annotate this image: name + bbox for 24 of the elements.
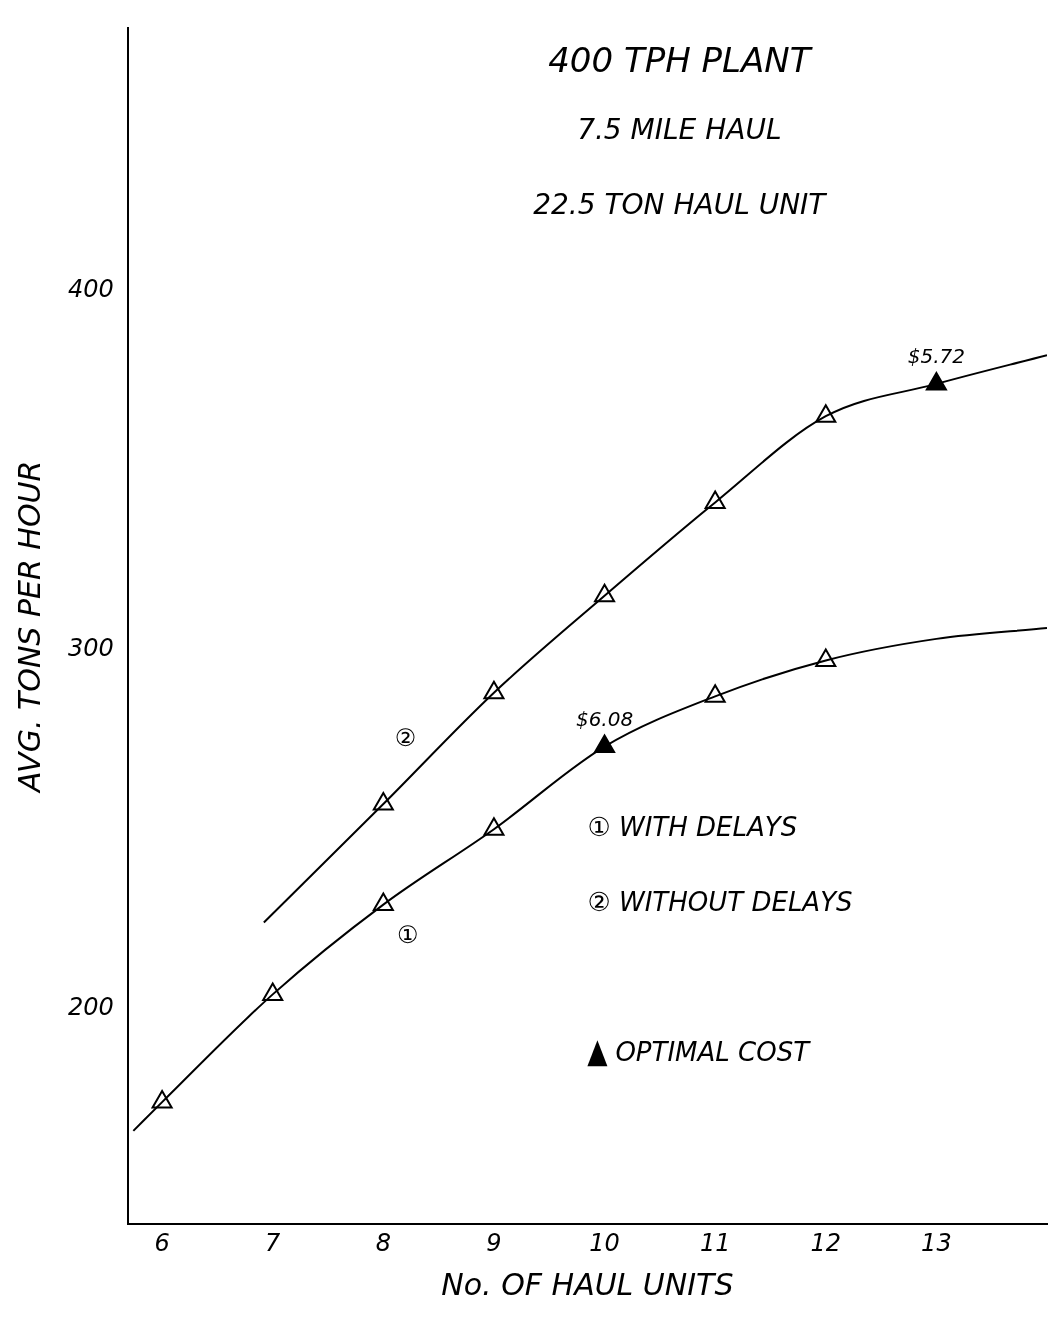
annotation: 22.5 TON HAUL UNIT — [533, 187, 828, 221]
y-tick-label: 200 — [68, 992, 114, 1021]
annotation: $6.08 — [575, 706, 634, 731]
line-series — [132, 627, 1047, 1132]
x-tick-label: 11 — [699, 1228, 731, 1257]
text: 7.5 MILE HAUL — [577, 112, 782, 146]
annotation: $5.72 — [907, 344, 966, 369]
x-tick-label: 8 — [375, 1228, 391, 1257]
x-tick-label: 9 — [486, 1228, 502, 1257]
legend-label: OPTIMAL COST — [615, 1036, 812, 1067]
annotation: ① WITH DELAYS — [587, 811, 798, 842]
y-tick-label: 400 — [68, 274, 114, 303]
y-tick-label: 300 — [68, 633, 114, 662]
annotation: ① — [396, 921, 419, 950]
x-tick-label: 7 — [265, 1228, 282, 1257]
x-axis-title: No. OF HAUL UNITS — [441, 1266, 734, 1302]
annotation: ② WITHOUT DELAYS — [587, 886, 853, 917]
x-tick-label: 6 — [154, 1228, 170, 1257]
x-tick-label: 10 — [589, 1228, 620, 1257]
x-tick-label: 12 — [810, 1228, 842, 1257]
chart-title: 400 TPH PLANT — [548, 40, 813, 81]
x-tick-label: 13 — [921, 1228, 952, 1257]
y-axis-title: AVG. TONS PER HOUR — [11, 460, 47, 794]
annotation: ② — [394, 723, 417, 752]
